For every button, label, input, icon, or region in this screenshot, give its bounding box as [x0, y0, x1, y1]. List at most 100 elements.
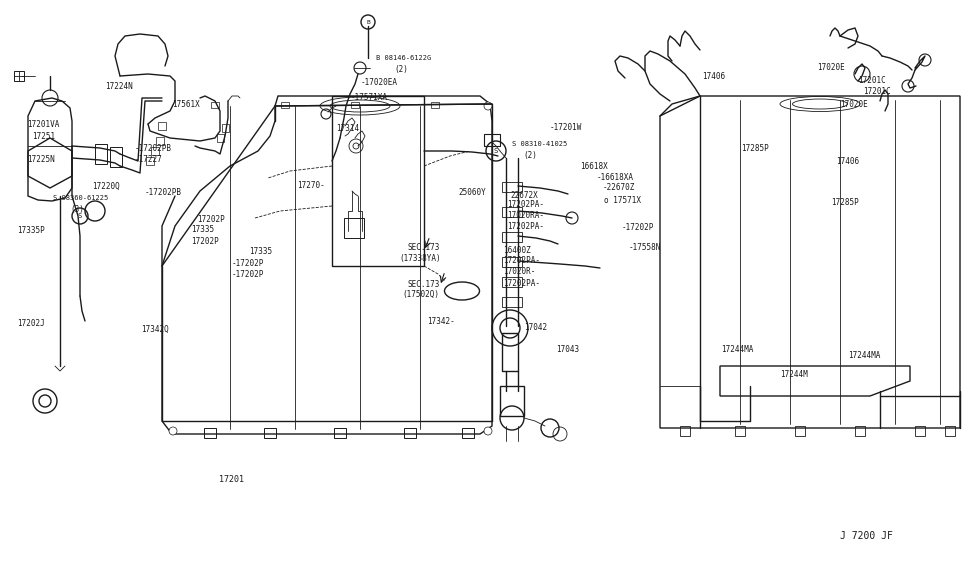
- Text: SEC.173: SEC.173: [408, 280, 440, 289]
- Text: o 17571X: o 17571X: [604, 196, 642, 205]
- Bar: [404, 428, 416, 438]
- Text: -17227: -17227: [135, 155, 162, 164]
- Bar: [502, 333, 518, 371]
- Text: S: S: [78, 213, 82, 219]
- Bar: [502, 232, 522, 242]
- Text: 17202P: 17202P: [191, 237, 218, 246]
- Text: S 08360-61225: S 08360-61225: [53, 195, 108, 201]
- Text: 17342-: 17342-: [427, 317, 454, 326]
- Text: 17251: 17251: [32, 132, 56, 142]
- Text: (17338YA): (17338YA): [400, 254, 442, 263]
- Text: -17202PB: -17202PB: [144, 188, 181, 197]
- Bar: [281, 102, 289, 108]
- Text: 25060Y: 25060Y: [458, 188, 486, 197]
- Bar: [855, 426, 865, 436]
- Text: 17020E: 17020E: [840, 100, 868, 109]
- Text: 17342Q: 17342Q: [141, 325, 169, 334]
- Bar: [14, 71, 24, 81]
- Text: -17202P: -17202P: [622, 223, 654, 232]
- Text: 17020RA-: 17020RA-: [507, 211, 544, 220]
- Bar: [502, 277, 522, 287]
- Text: SEC.173: SEC.173: [408, 243, 440, 252]
- Bar: [484, 134, 500, 146]
- Bar: [156, 137, 164, 145]
- Circle shape: [484, 102, 492, 110]
- Bar: [151, 147, 159, 155]
- Circle shape: [169, 427, 177, 435]
- Text: 17042: 17042: [525, 323, 548, 332]
- Text: 17220Q: 17220Q: [92, 182, 119, 191]
- Text: J 7200 JF: J 7200 JF: [840, 531, 893, 541]
- Bar: [502, 207, 522, 217]
- Bar: [264, 428, 276, 438]
- Bar: [158, 122, 166, 130]
- Text: 17314: 17314: [336, 124, 360, 133]
- Bar: [680, 426, 690, 436]
- Text: (2): (2): [394, 65, 408, 74]
- Bar: [795, 426, 805, 436]
- Bar: [500, 386, 524, 416]
- Text: 17224N: 17224N: [105, 82, 133, 91]
- Text: 17270-: 17270-: [297, 181, 325, 190]
- Bar: [211, 102, 219, 108]
- Bar: [110, 147, 122, 167]
- Bar: [344, 218, 364, 238]
- Text: -17558N: -17558N: [629, 243, 661, 252]
- Text: -17202P: -17202P: [232, 259, 264, 268]
- Text: 17244M: 17244M: [780, 370, 807, 379]
- Bar: [502, 257, 522, 267]
- Text: B: B: [367, 19, 370, 24]
- Text: 17244MA: 17244MA: [848, 351, 880, 360]
- Text: (3): (3): [70, 205, 84, 214]
- Text: 17285P: 17285P: [831, 198, 858, 207]
- Text: (2): (2): [524, 151, 537, 160]
- Text: 17201C: 17201C: [858, 76, 885, 85]
- Text: 17335: 17335: [249, 247, 272, 256]
- Text: 16618X: 16618X: [580, 162, 607, 171]
- Text: 17335P: 17335P: [18, 226, 45, 235]
- Bar: [502, 297, 522, 307]
- Text: B 08146-6122G: B 08146-6122G: [376, 55, 432, 61]
- Text: -17020EA: -17020EA: [361, 78, 398, 87]
- Text: 17202PA-: 17202PA-: [503, 278, 540, 288]
- Bar: [222, 124, 229, 132]
- Text: -16618XA: -16618XA: [597, 173, 634, 182]
- Text: 17202J: 17202J: [18, 319, 45, 328]
- Bar: [217, 134, 224, 142]
- Text: 17406: 17406: [702, 72, 725, 81]
- Text: 17225N: 17225N: [27, 155, 55, 164]
- Circle shape: [484, 427, 492, 435]
- Text: 17202P: 17202P: [197, 215, 224, 224]
- Text: -17202P: -17202P: [232, 270, 264, 279]
- Bar: [332, 96, 424, 266]
- Text: 22672X: 22672X: [511, 191, 538, 200]
- Text: 17202PA-: 17202PA-: [503, 256, 540, 265]
- Bar: [431, 102, 439, 108]
- Text: 17201VA: 17201VA: [27, 120, 59, 129]
- Text: S: S: [494, 148, 498, 154]
- Bar: [146, 157, 154, 165]
- Bar: [945, 426, 955, 436]
- Text: 17561X: 17561X: [173, 100, 200, 109]
- Text: 17406: 17406: [837, 157, 860, 166]
- Text: 17335: 17335: [191, 225, 214, 234]
- Text: -17201W: -17201W: [550, 123, 582, 132]
- Text: (17502Q): (17502Q): [403, 290, 440, 299]
- Text: -17571XA: -17571XA: [351, 93, 388, 102]
- Bar: [735, 426, 745, 436]
- Text: 17244MA: 17244MA: [722, 345, 754, 354]
- Text: 17201: 17201: [219, 475, 245, 484]
- Text: -17202PB: -17202PB: [135, 144, 172, 153]
- Bar: [351, 102, 359, 108]
- Text: 17043: 17043: [556, 345, 579, 354]
- Text: 16400Z: 16400Z: [503, 246, 530, 255]
- Bar: [502, 182, 522, 192]
- Text: -22670Z: -22670Z: [603, 183, 635, 192]
- Text: 17020R-: 17020R-: [503, 267, 535, 276]
- Bar: [95, 144, 107, 164]
- Bar: [462, 428, 474, 438]
- Text: S 08310-41025: S 08310-41025: [512, 142, 567, 147]
- Text: 17202PA-: 17202PA-: [507, 200, 544, 209]
- Bar: [915, 426, 925, 436]
- Text: 17285P: 17285P: [741, 144, 768, 153]
